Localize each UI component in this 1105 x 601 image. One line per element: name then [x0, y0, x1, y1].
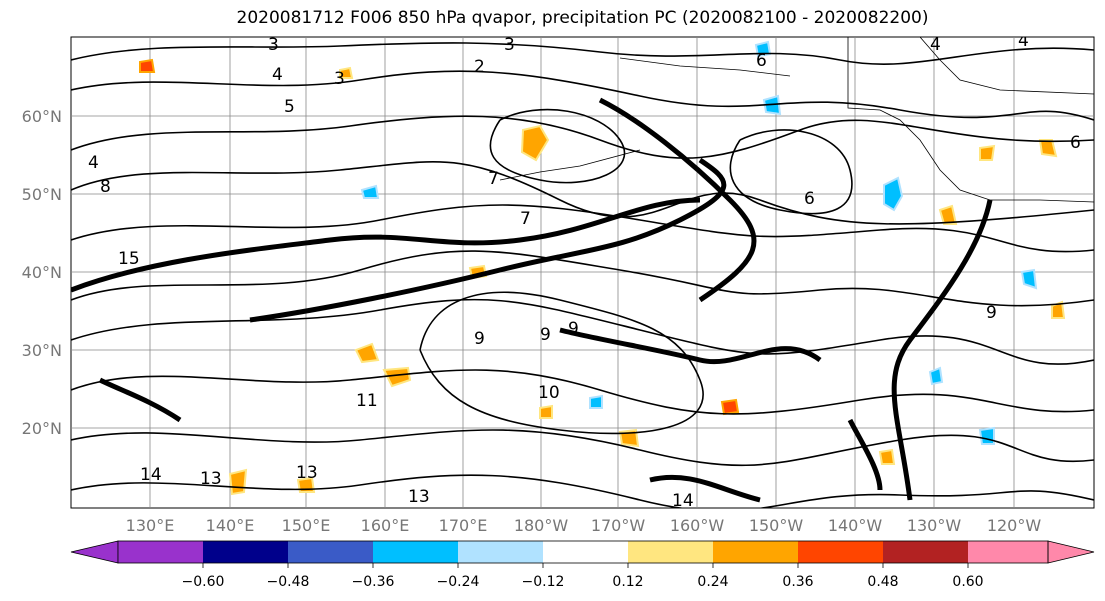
lon-label: 130°E: [126, 516, 175, 535]
contour-label: 13: [408, 487, 430, 507]
coastlines: [499, 37, 1094, 203]
lon-label: 160°E: [361, 516, 410, 535]
colorbar-outline: [117, 540, 1049, 564]
lon-labels: 130°E 140°E 150°E 160°E 170°E 180°W 170°…: [126, 516, 1042, 535]
contour-label: 9: [568, 319, 579, 339]
contour-label: 13: [296, 463, 318, 483]
contour-label: 3: [504, 35, 515, 55]
lon-label: 170°W: [591, 516, 646, 535]
colorbar-segment: [628, 541, 713, 563]
lat-label: 40°N: [22, 263, 62, 282]
lon-label: 120°W: [987, 516, 1042, 535]
lon-label: 160°W: [670, 516, 725, 535]
contour-label: 4: [272, 65, 283, 85]
contour-label: 13: [200, 469, 222, 489]
colorbar-tick-label: −0.48: [267, 574, 310, 590]
qvapor-contours: [71, 42, 1094, 508]
map-title: 2020081712 F006 850 hPa qvapor, precipit…: [236, 8, 929, 28]
contour-label: 14: [140, 465, 162, 485]
contour-label: 7: [488, 169, 499, 189]
colorbar-segment: [458, 541, 543, 563]
contour-label: 10: [538, 383, 560, 403]
colorbar-tick-label: 0.12: [612, 574, 643, 590]
contour-label: 9: [540, 325, 551, 345]
lat-label: 30°N: [22, 341, 62, 360]
colorbar-segment: [713, 541, 798, 563]
contour-label: 14: [672, 491, 694, 511]
contour-label: 7: [520, 209, 531, 229]
gridlines: [71, 37, 1094, 508]
contour-label: 3: [334, 69, 345, 89]
lat-label: 50°N: [22, 185, 62, 204]
precip-shading: [139, 40, 1066, 496]
colorbar-segment: [968, 541, 1048, 563]
contour-label: 3: [268, 35, 279, 55]
colorbar-ticks: [202, 563, 969, 568]
contour-label: 11: [356, 391, 378, 411]
colorbar-extend-left: [70, 540, 119, 564]
map-frame: [70, 36, 1095, 509]
colorbar-tick-label: 0.36: [782, 574, 813, 590]
contour-label: 9: [986, 303, 997, 323]
colorbar-tick-label: 0.24: [697, 574, 728, 590]
lon-label: 150°W: [749, 516, 804, 535]
colorbar-segment: [373, 541, 458, 563]
colorbar-segment: [118, 541, 203, 563]
lat-label: 20°N: [22, 419, 62, 438]
colorbar-tick-label: −0.36: [352, 574, 395, 590]
colorbar-extend-right: [1047, 540, 1095, 564]
map-content: 2 3 3 3 4 4 4 4 5 6 6 6 7 7 8 9 9 9 9 10…: [71, 31, 1094, 511]
contour-label: 4: [1018, 31, 1029, 51]
colorbar-segment: [543, 541, 628, 563]
contour-label: 9: [474, 329, 485, 349]
contour-label: 6: [804, 189, 815, 209]
lon-label: 140°E: [206, 516, 255, 535]
colorbar-segment: [883, 541, 968, 563]
lat-label: 60°N: [22, 107, 62, 126]
colorbar: −0.60 −0.48 −0.36 −0.24 −0.12 0.12 0.24 …: [70, 540, 1095, 590]
colorbar-segment: [798, 541, 883, 563]
colorbar-segment: [288, 541, 373, 563]
colorbar-tick-label: −0.24: [437, 574, 480, 590]
contour-label: 15: [118, 249, 140, 269]
contour-label: 4: [930, 35, 941, 55]
lon-label: 170°E: [439, 516, 488, 535]
contour-label-group: 2 3 3 3 4 4 4 4 5 6 6 6 7 7 8 9 9 9 9 10…: [88, 31, 1081, 511]
contour-label: 6: [756, 51, 767, 71]
colorbar-tick-label: −0.12: [522, 574, 565, 590]
colorbar-segment: [203, 541, 288, 563]
contour-label: 4: [88, 153, 99, 173]
colorbar-tick-label: −0.60: [182, 574, 225, 590]
contour-label: 6: [1070, 133, 1081, 153]
contour-label: 5: [284, 97, 295, 117]
lon-label: 150°E: [282, 516, 331, 535]
lon-label: 130°W: [907, 516, 962, 535]
colorbar-tick-label: 0.48: [867, 574, 898, 590]
lon-label: 180°W: [514, 516, 569, 535]
colorbar-tick-label: 0.60: [952, 574, 983, 590]
contour-label: 8: [100, 177, 111, 197]
lat-labels: 60°N 50°N 40°N 30°N 20°N: [22, 107, 62, 438]
contour-bands: [71, 97, 993, 503]
lon-label: 140°W: [828, 516, 883, 535]
contour-label: 2: [474, 57, 485, 77]
